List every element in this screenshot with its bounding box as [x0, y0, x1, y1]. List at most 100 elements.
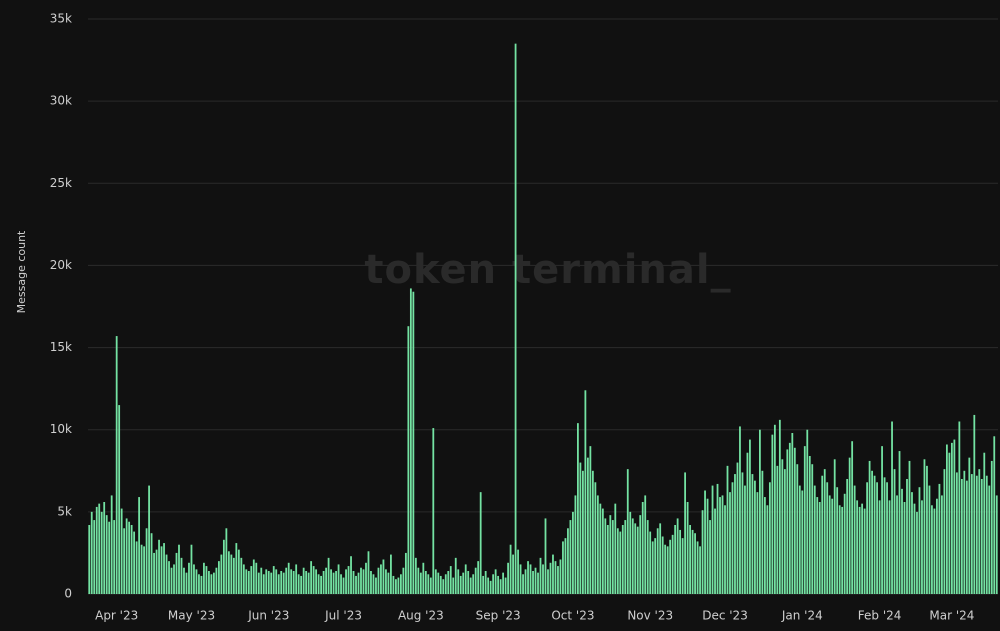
bar — [671, 534, 674, 594]
bar — [452, 577, 455, 594]
bar — [529, 564, 532, 594]
bar — [270, 572, 273, 594]
bar — [402, 567, 405, 594]
bar — [679, 529, 682, 594]
bar — [641, 502, 644, 594]
bar — [803, 446, 806, 594]
bar — [699, 546, 701, 594]
bar — [250, 566, 253, 594]
bar — [858, 506, 861, 594]
bar — [128, 521, 131, 594]
bar — [903, 502, 906, 594]
bar — [145, 528, 148, 594]
bar — [759, 429, 761, 594]
bar — [868, 460, 871, 594]
bar — [596, 495, 599, 594]
bar — [190, 544, 193, 594]
bar — [749, 439, 751, 594]
bar — [611, 520, 614, 594]
bar — [736, 462, 739, 594]
bar — [514, 43, 517, 594]
bar — [826, 482, 829, 594]
bar — [467, 571, 470, 594]
bar — [786, 449, 789, 594]
bar — [215, 567, 218, 594]
bar — [240, 557, 243, 594]
bar — [766, 505, 769, 594]
bar — [188, 562, 190, 594]
bar — [661, 536, 664, 594]
bar — [746, 452, 749, 594]
y-tick-label: 30k — [50, 94, 72, 108]
bar — [724, 505, 726, 594]
bar — [945, 444, 948, 594]
bar — [235, 543, 238, 594]
bar — [616, 528, 619, 594]
bar — [534, 567, 537, 594]
x-tick-label: Jul '23 — [324, 609, 362, 623]
bar — [447, 571, 450, 594]
bar — [272, 566, 275, 594]
bar — [988, 485, 991, 594]
bar — [848, 457, 851, 594]
bar — [242, 564, 245, 594]
bar — [960, 479, 963, 594]
bar — [442, 579, 445, 594]
bar — [798, 485, 801, 594]
x-tick-label: Oct '23 — [551, 609, 594, 623]
bar — [801, 490, 804, 594]
bar — [993, 436, 996, 594]
bar — [559, 559, 562, 594]
bar — [968, 457, 971, 594]
bar — [412, 291, 415, 594]
bar — [878, 500, 881, 594]
bar — [950, 442, 953, 594]
bar — [714, 508, 716, 594]
bar — [788, 442, 791, 594]
bar — [347, 566, 350, 594]
bar — [843, 493, 846, 594]
bar — [681, 538, 684, 594]
bar — [773, 424, 776, 594]
bar — [893, 469, 896, 594]
bar — [958, 421, 961, 594]
bar — [684, 472, 687, 594]
bar — [325, 567, 327, 594]
bar — [143, 546, 145, 594]
bar — [963, 470, 966, 594]
bar — [694, 533, 696, 594]
bar — [367, 551, 370, 594]
bar — [168, 561, 170, 594]
bar — [509, 544, 512, 594]
bar — [955, 472, 958, 594]
bar — [297, 574, 300, 594]
bar — [210, 574, 213, 594]
bar — [290, 569, 293, 594]
bar — [160, 546, 163, 594]
y-tick-label: 15k — [50, 340, 72, 354]
bar — [833, 459, 836, 594]
bar — [599, 503, 602, 594]
bar — [429, 577, 432, 594]
bar — [365, 562, 367, 594]
bar — [345, 569, 347, 594]
bar — [754, 480, 756, 594]
bar — [255, 562, 258, 594]
bar — [193, 564, 195, 594]
bar — [377, 567, 380, 594]
bar — [158, 539, 160, 594]
bar — [689, 525, 691, 594]
bar — [539, 557, 542, 594]
bar — [856, 500, 859, 594]
bar — [619, 531, 622, 594]
bar — [118, 405, 121, 594]
bar — [427, 574, 430, 594]
bar — [180, 557, 183, 594]
bar — [414, 557, 417, 594]
bar — [669, 539, 672, 594]
bar — [227, 551, 230, 594]
bar — [312, 566, 315, 594]
bar — [95, 506, 98, 594]
